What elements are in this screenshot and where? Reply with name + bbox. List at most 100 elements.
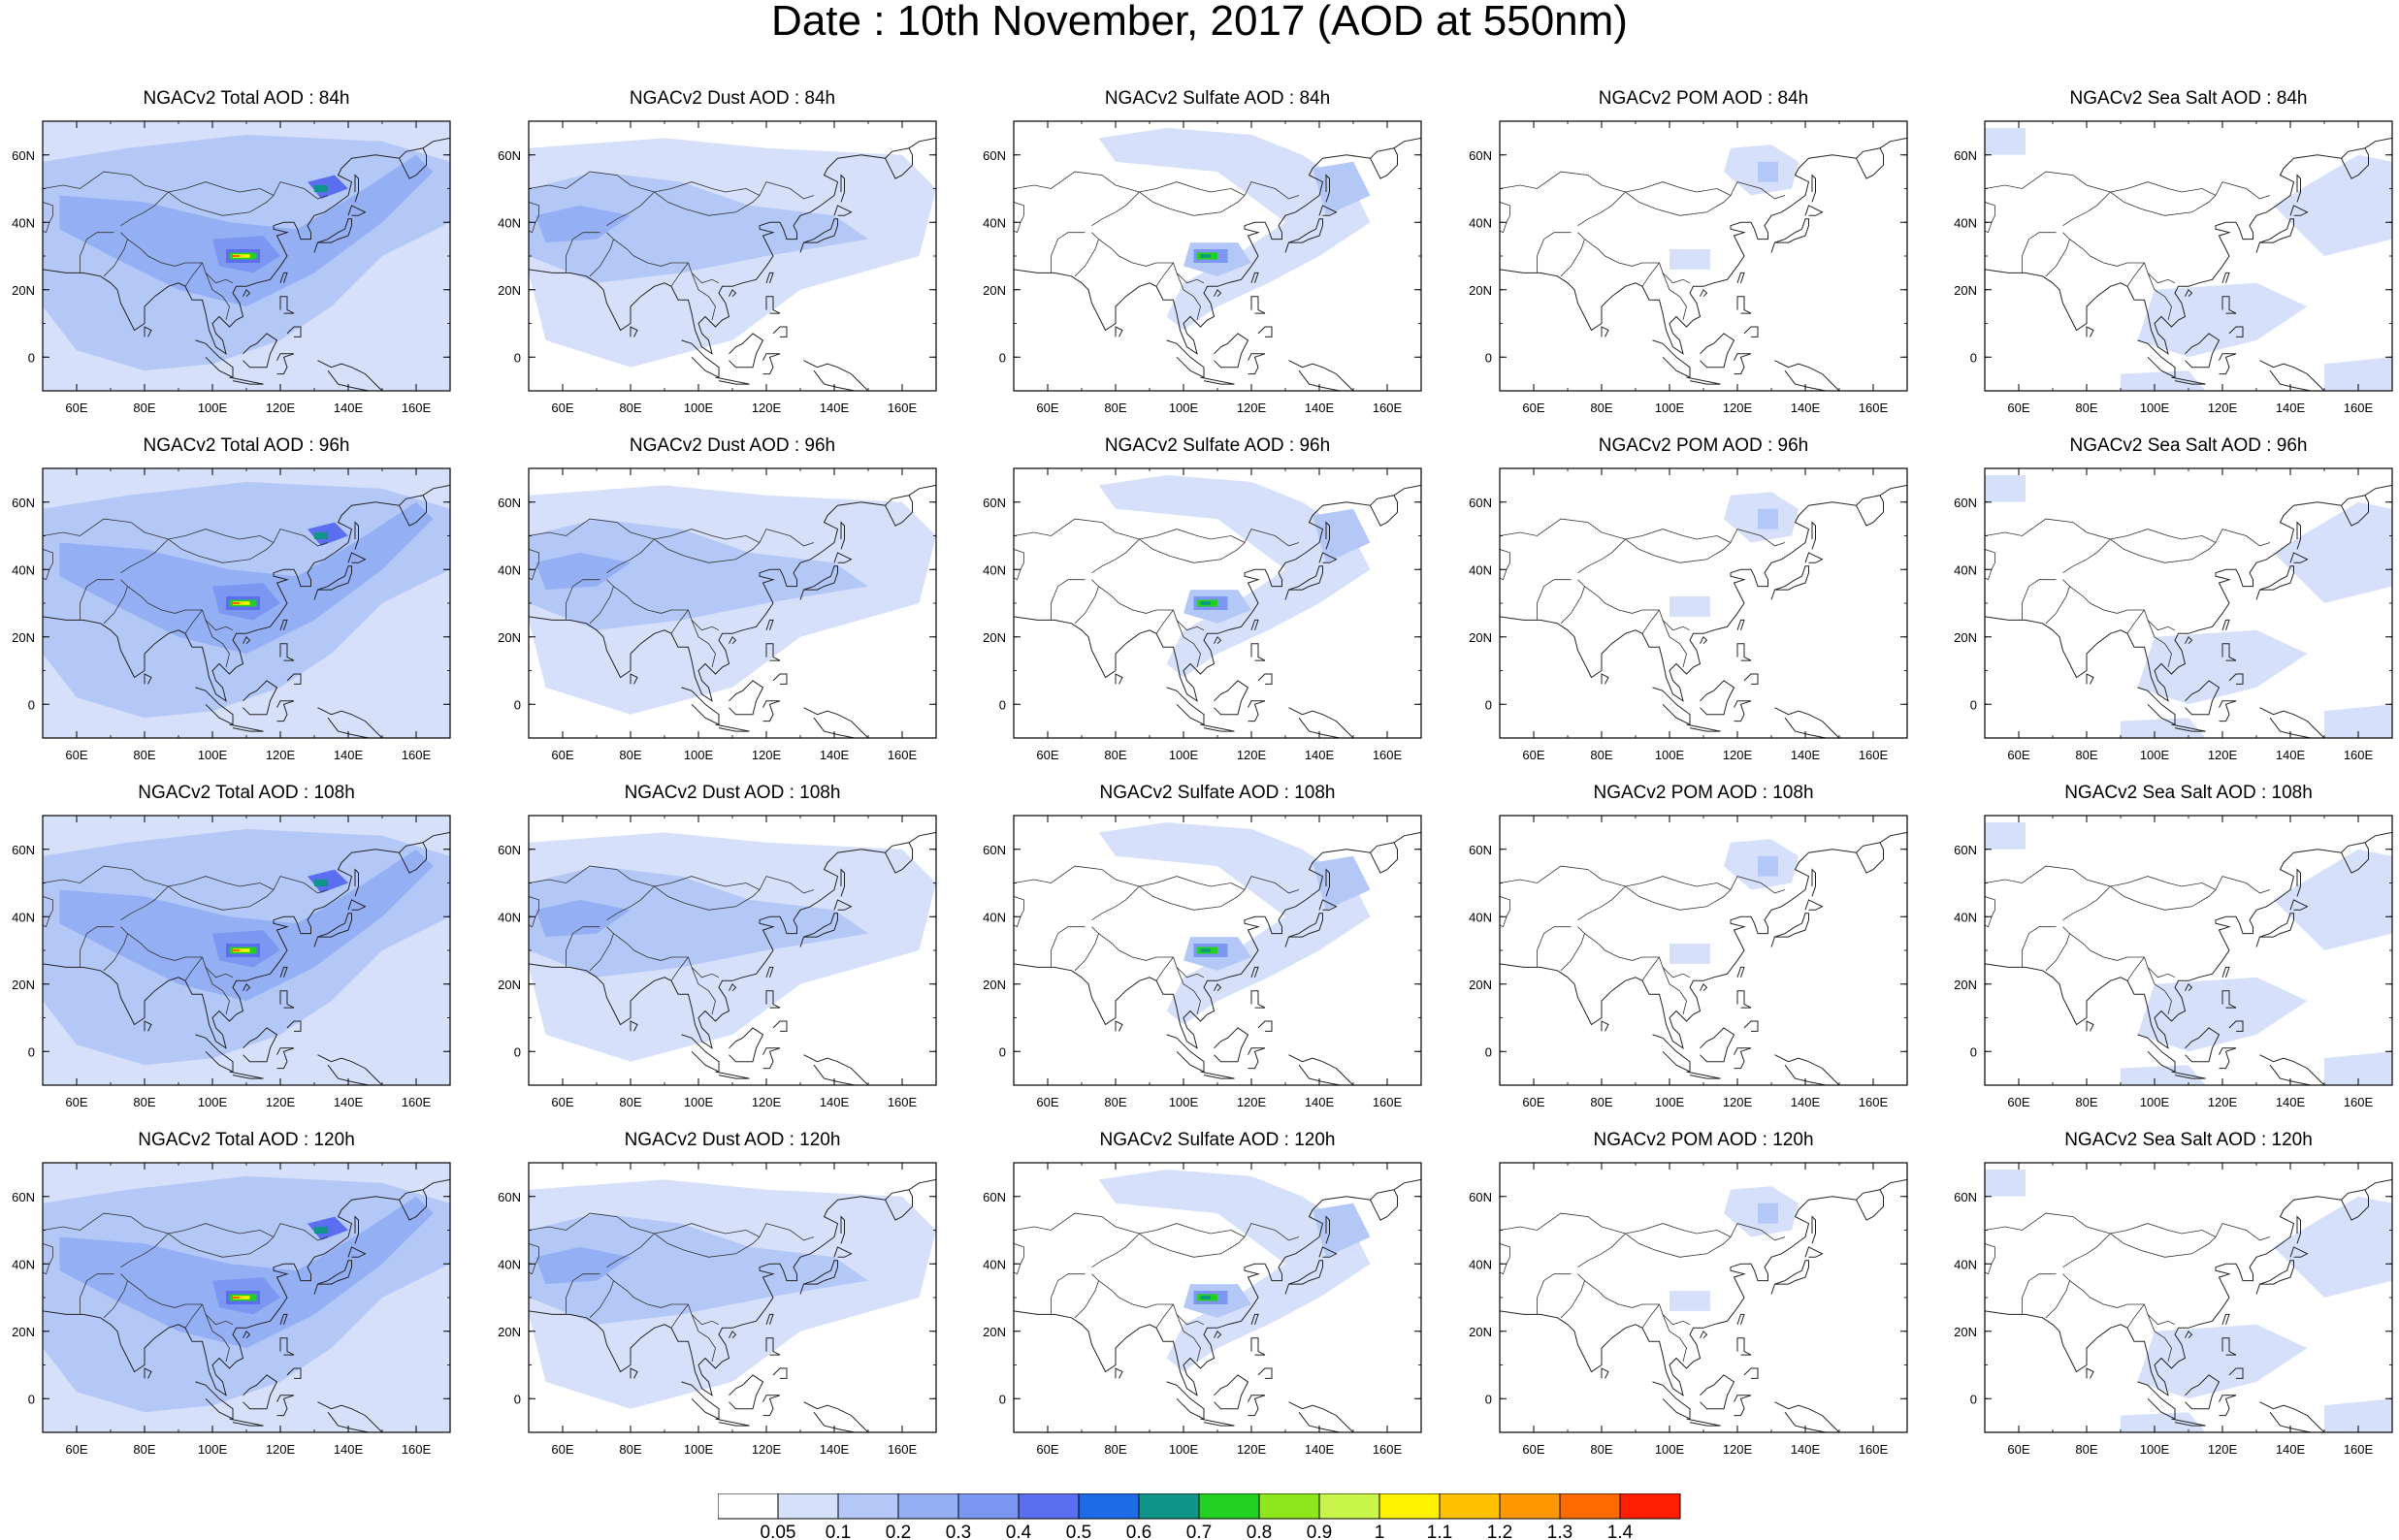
coastline	[2185, 1374, 2221, 1410]
x-tick-label: 80E	[1590, 1442, 1612, 1457]
aod-plume	[529, 172, 868, 283]
y-tick-label: 60N	[1469, 496, 1492, 510]
coastline	[1257, 1367, 1273, 1379]
x-tick-label: 140E	[1791, 1095, 1821, 1109]
panel-title: NGACv2 Sea Salt AOD : 108h	[2064, 783, 2313, 803]
aod-plume	[314, 880, 328, 886]
x-tick-label: 100E	[198, 1095, 228, 1109]
coastline	[354, 1215, 359, 1244]
country-border	[1537, 579, 1572, 621]
coastline	[1248, 353, 1266, 375]
coastline	[1686, 376, 1721, 385]
coastline	[1601, 673, 1609, 685]
coastline	[347, 205, 367, 216]
coastline	[243, 680, 278, 716]
coastline	[1985, 137, 2392, 355]
coastline	[2259, 1401, 2325, 1432]
coastline	[1284, 913, 1323, 947]
coastline	[765, 296, 781, 314]
coastline	[1115, 673, 1123, 685]
aod-map: 60E 80E 100E 120E 140E 160E 0 20N 40N 60N	[983, 120, 1422, 415]
country-border	[691, 1314, 716, 1363]
x-tick-label: 80E	[619, 401, 641, 415]
coastline	[1325, 521, 1330, 550]
coastline	[279, 272, 288, 283]
aod-plume	[1985, 822, 2026, 850]
map-panel-pom-120h: NGACv2 POM AOD : 120h 60E 80E 100E 120E 140E 1…	[1457, 1130, 1932, 1474]
map-panel-pom-84h: NGACv2 POM AOD : 84h 60E 80E 100E 120E 140E 16…	[1457, 88, 1932, 433]
country-border	[43, 865, 169, 887]
coastline	[2341, 147, 2369, 179]
coastline	[729, 680, 764, 716]
y-tick-label: 40N	[498, 910, 521, 924]
country-border	[2045, 239, 2070, 277]
y-tick-label: 20N	[1954, 283, 1977, 298]
y-tick-label: 0	[999, 350, 1006, 365]
coastline	[286, 1367, 302, 1379]
coastline	[2296, 174, 2301, 203]
coastline	[1370, 495, 1398, 527]
y-tick-label: 60N	[498, 843, 521, 857]
country-border	[1537, 1273, 1572, 1315]
colorbar-swatch	[1138, 1493, 1200, 1520]
coastline	[279, 1313, 288, 1325]
coastline	[681, 339, 720, 378]
aod-plume	[1313, 508, 1371, 563]
y-tick-label: 0	[1970, 1392, 1977, 1406]
coastline	[1214, 1374, 1249, 1410]
x-tick-label: 100E	[684, 1442, 714, 1457]
coastline	[772, 326, 788, 337]
x-tick-label: 140E	[1305, 1095, 1335, 1109]
coastline	[1804, 1246, 1824, 1258]
aod-plume	[1098, 475, 1371, 678]
coastline	[1770, 218, 1809, 253]
coastline	[2185, 680, 2221, 716]
aod-map: 60E 80E 100E 120E 140E 160E 0 20N 40N 60N	[12, 815, 451, 1109]
aod-plume	[2121, 1065, 2206, 1085]
y-tick-label: 20N	[498, 283, 521, 298]
coastline	[286, 1020, 302, 1032]
country-border	[606, 1223, 815, 1268]
country-border	[589, 933, 614, 972]
y-tick-label: 20N	[498, 1325, 521, 1339]
country-border	[184, 262, 203, 287]
country-border	[566, 579, 600, 621]
y-tick-label: 20N	[983, 1325, 1006, 1339]
country-border	[1560, 239, 1585, 277]
coastline	[681, 1381, 720, 1420]
aod-map: 60E 80E 100E 120E 140E 160E 0 20N 40N 60N	[12, 467, 451, 762]
country-border	[691, 620, 716, 668]
coastline	[2255, 218, 2294, 253]
aod-plume	[2273, 1196, 2392, 1298]
y-tick-label: 0	[514, 350, 521, 365]
x-tick-label: 100E	[2140, 748, 2170, 762]
country-border	[80, 926, 114, 968]
country-border	[1014, 202, 1024, 234]
coastline	[1652, 1381, 1691, 1420]
coastline	[729, 1374, 764, 1410]
x-tick-label: 60E	[2007, 748, 2029, 762]
coastline	[1214, 680, 1249, 716]
coastline	[347, 552, 367, 563]
y-tick-label: 60N	[983, 1190, 1006, 1204]
coastline	[276, 1047, 295, 1070]
x-tick-label: 160E	[888, 748, 918, 762]
coastline	[43, 1178, 450, 1396]
y-tick-label: 40N	[1954, 910, 1977, 924]
country-border	[1014, 865, 1140, 887]
coastline	[1288, 1054, 1354, 1085]
map-panel-dust-84h: NGACv2 Dust AOD : 84h 60E 80E 100E 120E 140E 1…	[486, 88, 961, 433]
y-tick-label: 20N	[12, 283, 35, 298]
coastline	[1318, 552, 1338, 563]
coastline	[1200, 376, 1235, 385]
country-border	[184, 956, 203, 981]
x-tick-label: 120E	[1723, 1442, 1753, 1457]
country-border	[606, 926, 720, 979]
x-tick-label: 160E	[1859, 401, 1889, 415]
aod-map: 60E 80E 100E 120E 140E 160E 0 20N 40N 60N	[1954, 1162, 2393, 1457]
country-border	[1625, 876, 1732, 890]
aod-plume	[2137, 629, 2308, 705]
coastline	[2289, 899, 2309, 911]
coastline	[354, 868, 359, 897]
coastline	[1500, 831, 1907, 1049]
